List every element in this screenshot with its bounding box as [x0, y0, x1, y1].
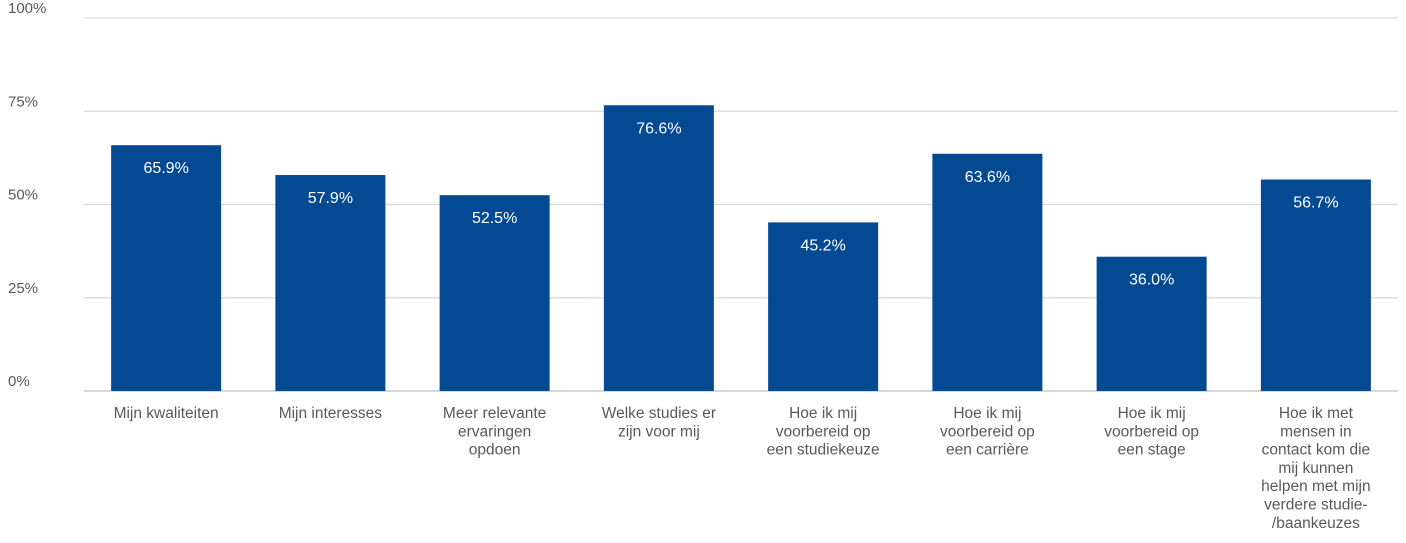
x-tick-label: Hoe ik mij voorbereid op een stage: [1104, 405, 1199, 459]
x-tick-label-line: verdere studie-: [1264, 497, 1367, 514]
x-tick-label-line: Hoe ik met: [1279, 405, 1354, 422]
x-tick-label-line: voorbereid op: [776, 423, 871, 440]
x-tick-label-line: zijn voor mij: [618, 423, 700, 440]
y-axis-tick-labels: 0% 25% 50% 75% 100%: [8, 0, 46, 390]
x-tick-label: Hoe ik met mensen in contact kom die mij ku…: [1261, 405, 1370, 532]
data-label: 63.6%: [965, 169, 1010, 186]
x-tick-label-line: voorbereid op: [940, 423, 1035, 440]
x-tick-label: Mijn interesses: [279, 405, 383, 422]
x-tick-label: Hoe ik mij voorbereid op een carrière: [940, 405, 1035, 459]
data-label: 45.2%: [800, 237, 845, 254]
x-tick-label-line: Mijn kwaliteiten: [114, 405, 219, 422]
x-tick-label-line: mij kunnen: [1278, 460, 1353, 477]
bar: [932, 153, 1043, 391]
x-tick-label-line: Hoe ik mij: [953, 405, 1021, 422]
x-tick-label: Welke studies er zijn voor mij: [602, 405, 716, 440]
bar: [1096, 256, 1207, 391]
data-labels: 65.9% 57.9% 52.5% 76.6% 45.2% 63.6% 36.0% 56.7%: [143, 120, 1338, 288]
x-tick-label-line: opdoen: [469, 442, 521, 459]
bar: [1260, 179, 1371, 391]
y-tick-label: 75%: [8, 93, 38, 110]
x-tick-label-line: mensen in: [1280, 423, 1352, 440]
bar: [111, 145, 222, 391]
data-label: 57.9%: [308, 190, 353, 207]
x-tick-label: Meer relevante ervaringen opdoen: [443, 405, 546, 459]
x-tick-label-line: Hoe ik mij: [789, 405, 857, 422]
x-tick-label-line: een carrière: [946, 442, 1029, 459]
x-tick-label-line: contact kom die: [1262, 442, 1371, 459]
bar: [275, 175, 386, 391]
x-tick-label: Hoe ik mij voorbereid op een studiekeuze: [767, 405, 880, 459]
x-tick-label-line: helpen met mijn: [1261, 478, 1370, 495]
x-tick-label-line: voorbereid op: [1104, 423, 1199, 440]
y-tick-label: 100%: [8, 0, 46, 17]
y-tick-label: 0%: [8, 373, 30, 390]
x-tick-label-line: Welke studies er: [602, 405, 716, 422]
bar: [603, 105, 714, 392]
x-tick-label-line: een studiekeuze: [767, 442, 880, 459]
bars: [111, 105, 1371, 392]
x-tick-label-line: Mijn interesses: [279, 405, 383, 422]
x-tick-label-line: een stage: [1118, 442, 1186, 459]
x-tick-label: Mijn kwaliteiten: [114, 405, 219, 422]
x-tick-label-line: Hoe ik mij: [1118, 405, 1186, 422]
bar: [768, 222, 879, 391]
data-label: 65.9%: [143, 160, 188, 177]
y-tick-label: 25%: [8, 280, 38, 297]
bar: [439, 195, 550, 391]
x-tick-label-line: Meer relevante: [443, 405, 546, 422]
data-label: 56.7%: [1293, 195, 1338, 212]
data-label: 36.0%: [1129, 272, 1174, 289]
data-label: 76.6%: [636, 120, 681, 137]
x-tick-label-line: /baankeuzes: [1272, 515, 1360, 532]
data-label: 52.5%: [472, 210, 517, 227]
x-axis-category-labels: Mijn kwaliteiten Mijn interesses Meer rele…: [114, 405, 1371, 532]
y-tick-label: 50%: [8, 187, 38, 204]
x-tick-label-line: ervaringen: [458, 423, 531, 440]
